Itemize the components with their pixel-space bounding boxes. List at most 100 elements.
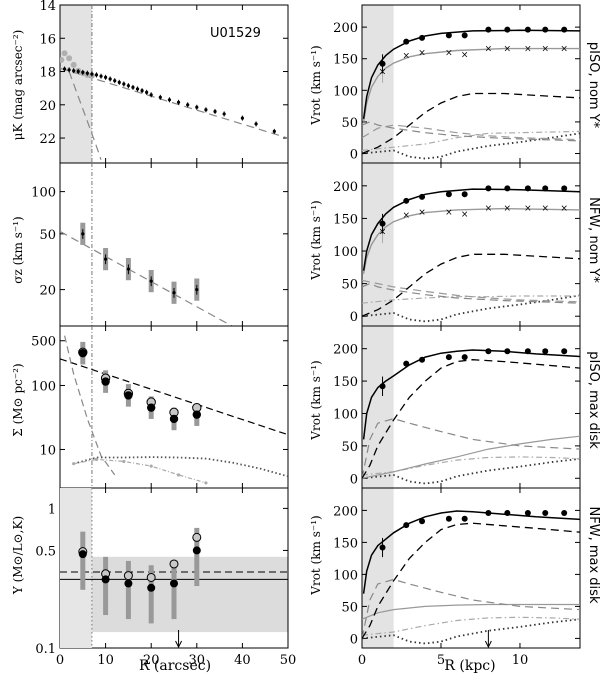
data-point xyxy=(126,267,130,271)
y-tick-label: 200 xyxy=(333,504,358,519)
y-tick-label: 0.1 xyxy=(35,642,56,657)
data-point xyxy=(122,82,126,86)
arrow-head xyxy=(175,640,183,649)
grey-data-point xyxy=(192,532,202,542)
y-tick-label: 50 xyxy=(341,278,358,293)
data-point xyxy=(172,291,176,295)
black-data-point xyxy=(379,383,386,390)
x-tick-label: 5 xyxy=(437,653,445,668)
x-tick-label: 40 xyxy=(234,653,251,668)
panel-rotation-curve-piso-max: 0 50 100 150 200 xyxy=(333,325,581,489)
data-point xyxy=(140,89,144,93)
halo-curve xyxy=(362,603,580,620)
y-label-rc2: Vrot (km s⁻¹) xyxy=(309,200,323,280)
data-point xyxy=(76,69,80,74)
y-tick-label: 0 xyxy=(350,632,358,647)
grey-data-point: × xyxy=(461,50,469,60)
black-data-point xyxy=(170,579,178,588)
y-tick-label: 50 xyxy=(341,116,358,131)
data-point xyxy=(67,68,71,72)
data-point xyxy=(81,232,85,236)
data-point xyxy=(254,122,258,126)
black-data-point xyxy=(124,579,133,588)
total-curve xyxy=(362,510,580,594)
y-label-Sigma: Σ (M⊙ pc⁻²) xyxy=(11,363,25,436)
shaded-region xyxy=(362,488,394,648)
data-point xyxy=(167,98,172,102)
bulge-fit-line xyxy=(68,71,102,160)
grey-total-curve xyxy=(362,207,580,274)
plot-area: ×××××××××× xyxy=(362,26,580,160)
y-tick-label: 50 xyxy=(341,600,358,615)
grey-star-point xyxy=(72,462,76,466)
panel-frame xyxy=(59,325,289,489)
error-box xyxy=(148,565,154,624)
black-data-point xyxy=(542,509,549,516)
plot-area xyxy=(362,509,580,645)
black-data-point xyxy=(419,518,426,525)
black-data-point xyxy=(147,403,156,412)
plot-area xyxy=(60,326,288,488)
x-tick-label: 0 xyxy=(358,653,366,668)
black-data-point xyxy=(542,185,549,192)
bulge-grey-point xyxy=(66,55,73,62)
grey-star-point xyxy=(122,459,126,464)
black-data-point xyxy=(445,191,452,198)
panel-velocity-dispersion: 20 50 100 xyxy=(31,162,289,327)
black-data-point xyxy=(124,391,133,400)
total-curve xyxy=(362,188,580,271)
grey-data-point: × xyxy=(461,210,469,220)
black-data-point xyxy=(504,348,511,355)
plot-area xyxy=(60,5,288,163)
plot-area: ×××××××××× xyxy=(362,185,580,323)
black-data-point xyxy=(561,509,568,516)
y-tick-label: 200 xyxy=(333,343,358,358)
bulge-curve xyxy=(362,121,580,142)
black-data-point xyxy=(403,522,410,529)
black-data-point xyxy=(524,348,531,355)
panel-rotation-curve-nfw-max: 0 50 100 150 200 0 5 10 xyxy=(333,487,581,668)
data-point xyxy=(272,129,276,133)
x-tick-label: 10 xyxy=(512,653,529,668)
shaded-region xyxy=(362,5,394,163)
side-label-rc3: pISO, max disk xyxy=(586,351,600,449)
grey-star-point xyxy=(149,464,153,468)
total-curve xyxy=(362,29,580,119)
black-data-point xyxy=(504,509,511,516)
data-point xyxy=(145,90,149,94)
black-data-point xyxy=(561,348,568,355)
halo-curve xyxy=(362,435,580,479)
grey-data-point xyxy=(123,571,133,581)
data-point xyxy=(85,71,89,75)
black-data-point xyxy=(524,509,531,516)
x-axis-label-right: R (kpc) xyxy=(444,658,495,674)
bulge-density-fit xyxy=(64,335,116,476)
y-tick-label: 18 xyxy=(39,66,56,81)
black-data-point xyxy=(524,26,531,33)
grey-data-point: × xyxy=(402,211,410,221)
black-data-point xyxy=(485,26,492,33)
data-point xyxy=(104,257,108,261)
grey-star-point xyxy=(176,473,181,477)
x-tick-label: 10 xyxy=(97,653,114,668)
black-data-point xyxy=(419,34,426,41)
black-data-point xyxy=(485,185,492,192)
plot-area xyxy=(362,348,580,485)
error-box xyxy=(171,560,177,620)
grey-data-point: × xyxy=(445,48,453,58)
y-tick-label: 20 xyxy=(39,284,56,299)
shaded-region xyxy=(362,163,394,326)
error-box xyxy=(125,560,131,620)
y-tick-label: 0.5 xyxy=(35,544,56,559)
y-tick-label: 100 xyxy=(333,245,358,260)
y-tick-label: 100 xyxy=(333,84,358,99)
black-data-point xyxy=(192,410,201,419)
grey-data-point: × xyxy=(485,204,493,214)
data-point xyxy=(149,93,153,97)
data-point xyxy=(222,112,226,116)
y-tick-label: 0 xyxy=(350,148,358,163)
grey-data-point: × xyxy=(504,204,512,214)
grey-density-curve xyxy=(73,458,207,484)
